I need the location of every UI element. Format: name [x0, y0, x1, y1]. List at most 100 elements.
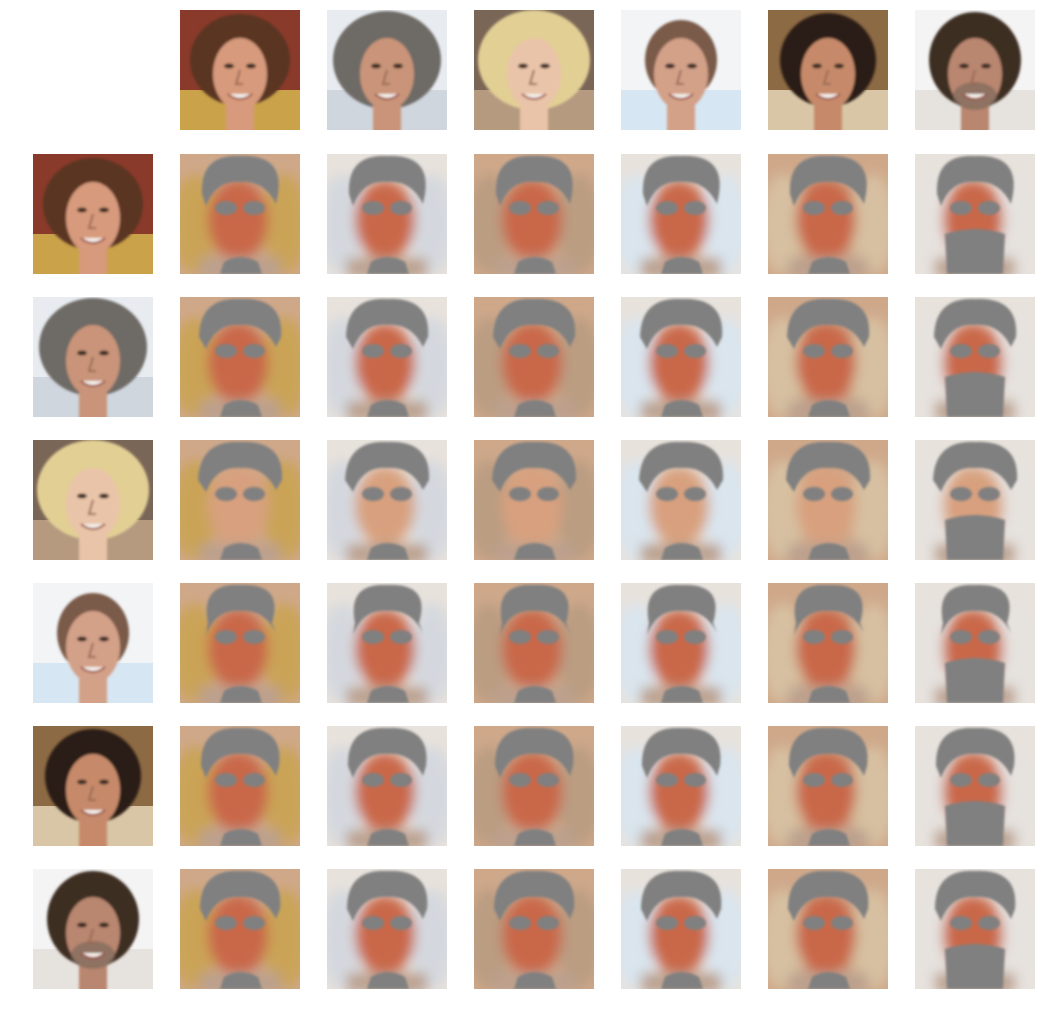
- mask-hair: [198, 441, 283, 492]
- mask-eye: [803, 630, 825, 644]
- recon-skin: [649, 323, 709, 403]
- reconstruction: [474, 297, 594, 417]
- mask-eye: [509, 201, 531, 215]
- skin: [507, 38, 561, 110]
- recon-skin: [355, 323, 415, 403]
- mask-lower: [661, 543, 703, 560]
- reconstruction: [621, 583, 741, 703]
- eye: [77, 207, 87, 213]
- mask-hair: [201, 155, 279, 206]
- eye: [687, 63, 697, 69]
- recon-blur: [768, 460, 888, 560]
- recon-skin: [796, 752, 856, 832]
- recon-mask: [936, 155, 1014, 274]
- face-photo: [33, 869, 153, 989]
- mask-eye: [215, 487, 237, 501]
- mask-eye: [509, 344, 531, 358]
- mouth: [815, 93, 841, 100]
- mask-lower: [220, 686, 262, 703]
- mask-lower: [220, 257, 262, 274]
- mask-hair: [494, 727, 574, 778]
- eye: [99, 350, 109, 356]
- reconstruction: [474, 154, 594, 274]
- recon-mask: [789, 155, 867, 274]
- mask-lower: [661, 400, 703, 417]
- mask-eye: [215, 916, 237, 930]
- face: [39, 298, 147, 417]
- recon-mask: [493, 298, 576, 417]
- recon-skin: [649, 466, 709, 546]
- mask-hair: [199, 298, 282, 349]
- mask-eye: [537, 773, 559, 787]
- mask-eye: [978, 630, 1000, 644]
- recon-bg-tone: [263, 746, 300, 846]
- reconstruction: [768, 440, 888, 560]
- mouth: [668, 93, 694, 100]
- mask-eye: [978, 344, 1000, 358]
- eye: [77, 493, 87, 499]
- mouth: [80, 952, 106, 959]
- mask-eye: [684, 773, 706, 787]
- recon-skin: [649, 609, 709, 689]
- mask-eye: [656, 916, 678, 930]
- nose: [87, 642, 96, 658]
- mask-lower: [514, 257, 556, 274]
- mask-hair: [935, 727, 1015, 778]
- recon-mask: [200, 727, 280, 846]
- face: [37, 440, 149, 560]
- recon-skin: [649, 180, 709, 260]
- mask-hair: [936, 155, 1014, 206]
- recon-bg-tone: [704, 746, 741, 846]
- recon-mask: [788, 870, 869, 989]
- mouth: [227, 93, 253, 100]
- recon-mask: [495, 155, 573, 274]
- mouth: [80, 523, 106, 530]
- recon-bg-tone: [704, 603, 741, 703]
- recon-mask: [934, 298, 1017, 417]
- eye: [77, 922, 87, 928]
- mask-eye: [215, 344, 237, 358]
- eye: [99, 493, 109, 499]
- mask-lower: [808, 543, 850, 560]
- mask-hair: [348, 155, 426, 206]
- mask-lower: [661, 686, 703, 703]
- face: [43, 158, 143, 274]
- reconstruction: [180, 440, 300, 560]
- mask-eye: [509, 487, 531, 501]
- mask-lower: [808, 972, 850, 989]
- face: [57, 593, 129, 703]
- skin: [654, 38, 708, 110]
- recon-mask: [492, 441, 577, 560]
- face-photo: [33, 440, 153, 560]
- recon-bg-tone: [263, 889, 300, 989]
- nose: [87, 785, 96, 801]
- mask-eye: [215, 773, 237, 787]
- mask-eye: [390, 487, 412, 501]
- face-photo: [327, 10, 447, 130]
- mask-hair: [495, 155, 573, 206]
- skin: [66, 468, 120, 540]
- nose: [381, 69, 390, 85]
- reconstruction: [327, 440, 447, 560]
- reconstruction: [768, 869, 888, 989]
- face-photo: [180, 10, 300, 130]
- mask-lower: [514, 400, 556, 417]
- eye: [99, 779, 109, 785]
- recon-mask: [642, 155, 720, 274]
- eye: [371, 63, 381, 69]
- mask-eye: [509, 773, 531, 787]
- recon-mask: [640, 298, 723, 417]
- mask-lower: [367, 257, 409, 274]
- recon-mask: [935, 727, 1015, 846]
- mask-lower: [514, 543, 556, 560]
- reconstruction: [180, 726, 300, 846]
- reconstruction: [621, 297, 741, 417]
- mask-hair: [347, 870, 428, 921]
- recon-bg-tone: [998, 317, 1035, 417]
- mask-eye: [684, 916, 706, 930]
- face: [780, 13, 876, 130]
- mask-lower: [808, 829, 850, 846]
- recon-bg-tone: [998, 174, 1035, 274]
- recon-bg-tone: [263, 603, 300, 703]
